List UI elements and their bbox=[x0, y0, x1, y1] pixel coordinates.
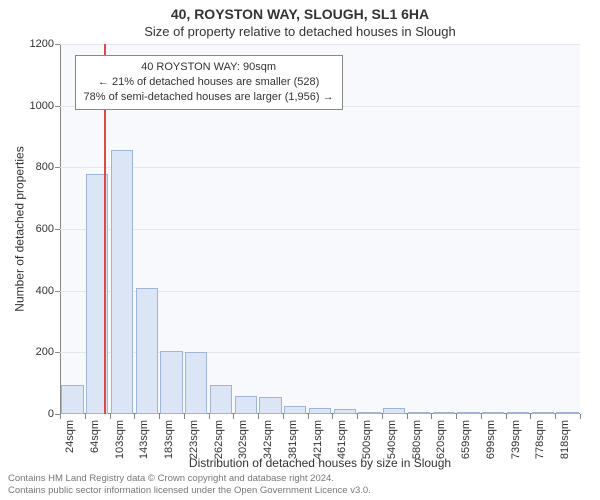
x-tick-label: 500sqm bbox=[361, 420, 373, 459]
x-tick bbox=[580, 414, 581, 419]
histogram-bar bbox=[235, 396, 257, 414]
x-tick-label: 778sqm bbox=[534, 420, 546, 459]
histogram-bar bbox=[383, 408, 405, 414]
y-tick-label: 200 bbox=[36, 346, 54, 358]
histogram-bar bbox=[433, 412, 455, 414]
x-tick bbox=[110, 414, 111, 419]
x-tick-label: 421sqm bbox=[312, 420, 324, 459]
x-tick-label: 223sqm bbox=[188, 420, 200, 459]
histogram-bar bbox=[507, 412, 529, 414]
y-tick-label: 400 bbox=[36, 285, 54, 297]
page-subtitle: Size of property relative to detached ho… bbox=[0, 24, 600, 39]
x-tick bbox=[159, 414, 160, 419]
page-title: 40, ROYSTON WAY, SLOUGH, SL1 6HA bbox=[0, 6, 600, 22]
x-tick-label: 739sqm bbox=[510, 420, 522, 459]
gridline bbox=[60, 44, 580, 45]
x-tick bbox=[184, 414, 185, 419]
y-tick bbox=[55, 44, 60, 45]
histogram-bar bbox=[556, 412, 578, 414]
x-tick bbox=[283, 414, 284, 419]
x-tick bbox=[233, 414, 234, 419]
x-tick bbox=[407, 414, 408, 419]
y-tick-label: 1000 bbox=[30, 100, 54, 112]
histogram-bar bbox=[61, 385, 83, 414]
y-tick bbox=[55, 291, 60, 292]
histogram-bar bbox=[210, 385, 232, 414]
histogram-bar bbox=[309, 408, 331, 414]
x-tick-label: 540sqm bbox=[386, 420, 398, 459]
histogram-bar bbox=[160, 351, 182, 414]
x-tick-label: 699sqm bbox=[485, 420, 497, 459]
x-tick-label: 381sqm bbox=[287, 420, 299, 459]
x-tick bbox=[431, 414, 432, 419]
x-tick-label: 620sqm bbox=[435, 420, 447, 459]
x-tick-label: 103sqm bbox=[114, 420, 126, 459]
y-tick bbox=[55, 106, 60, 107]
y-tick bbox=[55, 352, 60, 353]
x-tick-label: 24sqm bbox=[64, 420, 76, 453]
histogram-bar bbox=[185, 352, 207, 414]
x-tick bbox=[456, 414, 457, 419]
histogram-bar bbox=[136, 288, 158, 414]
x-tick bbox=[481, 414, 482, 419]
x-tick-label: 64sqm bbox=[89, 420, 101, 453]
y-tick bbox=[55, 229, 60, 230]
x-tick bbox=[357, 414, 358, 419]
y-axis-title: Number of detached properties bbox=[12, 44, 28, 414]
x-tick-label: 818sqm bbox=[559, 420, 571, 459]
x-tick bbox=[506, 414, 507, 419]
histogram-bar bbox=[334, 409, 356, 414]
footer-line: Contains HM Land Registry data © Crown c… bbox=[8, 473, 371, 484]
chart-container: 40, ROYSTON WAY, SLOUGH, SL1 6HA Size of… bbox=[0, 0, 600, 500]
y-tick-label: 600 bbox=[36, 223, 54, 235]
histogram-bar bbox=[358, 412, 380, 414]
x-tick bbox=[60, 414, 61, 419]
x-tick bbox=[382, 414, 383, 419]
y-tick-label: 1200 bbox=[30, 38, 54, 50]
histogram-bar bbox=[457, 412, 479, 414]
histogram-bar bbox=[482, 412, 504, 414]
x-tick bbox=[134, 414, 135, 419]
y-tick-label: 800 bbox=[36, 161, 54, 173]
gridline bbox=[60, 229, 580, 230]
x-tick bbox=[530, 414, 531, 419]
x-tick bbox=[209, 414, 210, 419]
info-box-line: 78% of semi-detached houses are larger (… bbox=[84, 90, 334, 105]
histogram-bar bbox=[408, 412, 430, 414]
histogram-bar bbox=[259, 397, 281, 414]
footer-line: Contains public sector information licen… bbox=[8, 485, 371, 496]
x-tick bbox=[555, 414, 556, 419]
y-tick-label: 0 bbox=[48, 408, 54, 420]
histogram-bar bbox=[111, 150, 133, 414]
x-axis-title: Distribution of detached houses by size … bbox=[60, 456, 580, 470]
histogram-bar bbox=[532, 412, 554, 414]
plot-area: 02004006008001000120024sqm64sqm103sqm143… bbox=[60, 44, 580, 414]
histogram-bar bbox=[284, 406, 306, 414]
x-tick bbox=[258, 414, 259, 419]
y-tick bbox=[55, 167, 60, 168]
x-tick bbox=[308, 414, 309, 419]
info-box: 40 ROYSTON WAY: 90sqm← 21% of detached h… bbox=[75, 55, 343, 110]
x-tick-label: 302sqm bbox=[237, 420, 249, 459]
x-tick-label: 580sqm bbox=[411, 420, 423, 459]
footer-attribution: Contains HM Land Registry data © Crown c… bbox=[8, 473, 371, 496]
gridline bbox=[60, 167, 580, 168]
info-box-line: 40 ROYSTON WAY: 90sqm bbox=[84, 60, 334, 75]
x-tick bbox=[332, 414, 333, 419]
x-tick-label: 461sqm bbox=[336, 420, 348, 459]
x-tick bbox=[85, 414, 86, 419]
info-box-line: ← 21% of detached houses are smaller (52… bbox=[84, 75, 334, 90]
x-tick-label: 342sqm bbox=[262, 420, 274, 459]
x-tick-label: 262sqm bbox=[213, 420, 225, 459]
y-axis-title-text: Number of detached properties bbox=[13, 146, 27, 311]
x-tick-label: 183sqm bbox=[163, 420, 175, 459]
x-tick-label: 659sqm bbox=[460, 420, 472, 459]
x-tick-label: 143sqm bbox=[138, 420, 150, 459]
